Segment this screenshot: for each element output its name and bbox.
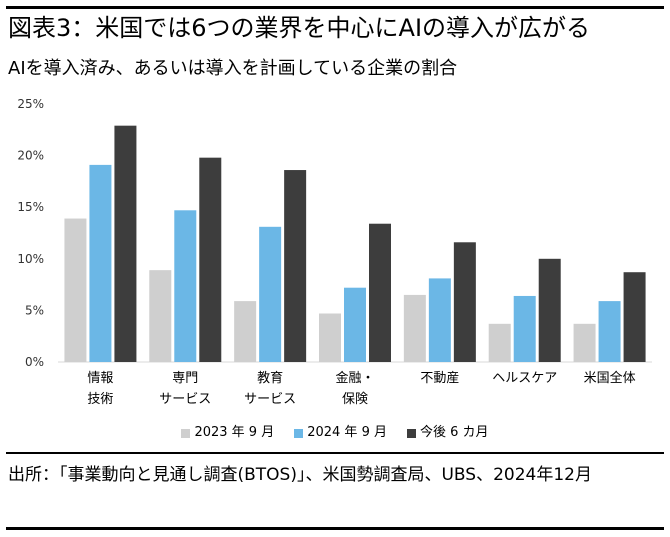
legend-item-2023: 2023 年 9 月 [181, 424, 274, 442]
legend-label-2023: 2023 年 9 月 [194, 425, 275, 440]
x-category-label: サービス [244, 392, 296, 407]
x-category-label: 金融・ [335, 370, 374, 386]
bar [149, 270, 172, 362]
bar [513, 295, 536, 362]
bar [259, 226, 282, 362]
divider [6, 452, 664, 454]
y-tick-label: 25% [17, 97, 44, 111]
chart-subtitle: AIを導入済み、あるいは導入を計画している企業の割合 [8, 58, 458, 79]
x-category-label: 不動産 [420, 370, 459, 386]
source-note: 出所：「事業動向と見通し調査(BTOS)」、米国勢調査局、UBS、2024年12… [8, 465, 592, 485]
legend-swatch-next6m [406, 428, 416, 438]
bar [598, 301, 621, 362]
bar [538, 258, 561, 362]
y-tick-label: 10% [17, 252, 44, 266]
legend-label-2024: 2024 年 9 月 [307, 425, 387, 440]
x-category-label: 保険 [342, 392, 368, 407]
bar [89, 164, 112, 362]
x-category-label: 米国全体 [584, 370, 636, 386]
x-category-label: サービス [159, 392, 211, 407]
bar [319, 313, 341, 362]
legend-swatch-2023 [181, 428, 191, 438]
bar [369, 223, 391, 362]
x-category-label: 専門 [172, 371, 198, 386]
x-category-label: 技術 [87, 392, 113, 407]
bar [199, 157, 222, 362]
bar [64, 218, 87, 362]
y-tick-label: 15% [17, 200, 44, 214]
y-tick-label: 20% [17, 149, 44, 163]
legend: 2023 年 9 月 2024 年 9 月 今後 6 カ月 [0, 424, 670, 442]
x-category-label: 教育 [257, 370, 283, 386]
y-tick-label: 5% [25, 303, 44, 317]
bar [114, 125, 137, 362]
chart-title: 図表3：米国では6つの業界を中心にAIの導入が広がる [8, 14, 591, 42]
x-category-label: ヘルスケア [492, 371, 557, 386]
bar [174, 210, 197, 362]
legend-label-next6m: 今後 6 カ月 [419, 425, 489, 440]
bar [573, 323, 596, 362]
legend-swatch-2024 [294, 428, 304, 438]
bar [344, 287, 366, 362]
y-tick-label: 0% [25, 355, 44, 369]
bar [284, 170, 307, 362]
legend-item-2024: 2024 年 9 月 [294, 424, 387, 442]
bar [453, 242, 476, 362]
bar [488, 323, 511, 362]
bar [428, 278, 451, 362]
bar [403, 294, 426, 362]
bottom-rule [6, 527, 664, 530]
legend-item-next6m: 今後 6 カ月 [406, 424, 489, 442]
bar [234, 301, 257, 362]
bar [623, 272, 646, 362]
top-rule [6, 6, 664, 9]
x-category-label: 情報 [87, 371, 113, 386]
